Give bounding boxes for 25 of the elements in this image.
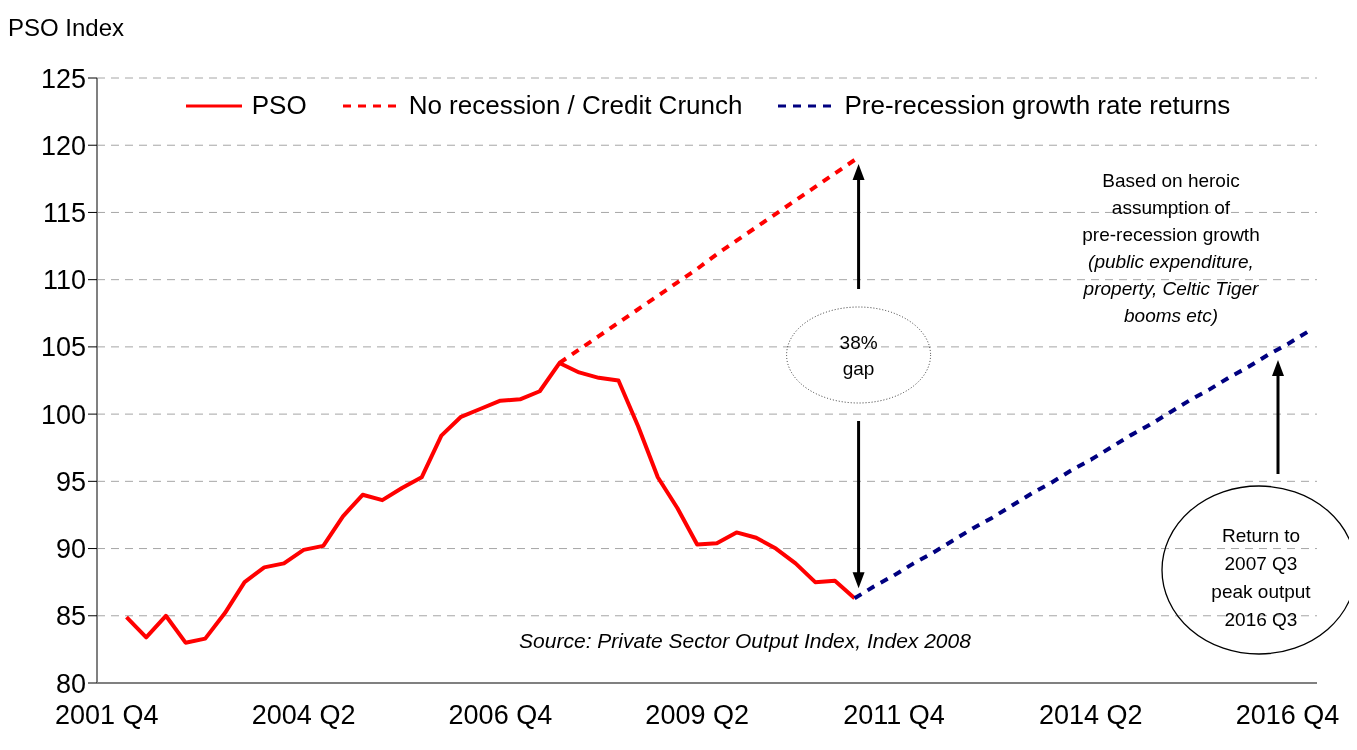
legend-label: PSO bbox=[251, 90, 307, 121]
y-axis-title: PSO Index bbox=[8, 14, 125, 42]
x-tick-label: 2016 Q4 bbox=[1235, 700, 1340, 731]
annotation: Return to 2007 Q3 peak output 2016 Q3 bbox=[1211, 525, 1312, 630]
y-tick-label: 90 bbox=[55, 534, 86, 565]
annotation: Source: Private Sector Output Index, Index 2008 bbox=[519, 629, 972, 652]
y-tick-label: 85 bbox=[55, 601, 86, 632]
y-tick-label: 115 bbox=[42, 198, 86, 229]
x-tick-label: 2006 Q4 bbox=[448, 700, 553, 731]
y-tick-label: 100 bbox=[40, 399, 86, 430]
annotation: 38% gap bbox=[839, 332, 878, 379]
x-tick-label: 2001 Q4 bbox=[55, 700, 159, 731]
x-tick-label: 2011 Q4 bbox=[843, 700, 945, 731]
y-tick-label: 125 bbox=[40, 63, 86, 94]
y-tick-label: 105 bbox=[40, 332, 86, 363]
annotation: Based on heroic assumption of pre-recession growth (public expenditure, property, Celtic Tiger booms etc) bbox=[1082, 170, 1260, 326]
legend-label: No recession / Credit Crunch bbox=[408, 90, 743, 121]
y-tick-label: 95 bbox=[55, 466, 86, 497]
legend-label: Pre-recession growth rate returns bbox=[844, 90, 1231, 121]
x-tick-label: 2004 Q2 bbox=[251, 700, 356, 731]
x-tick-label: 2009 Q2 bbox=[645, 700, 749, 731]
y-tick-label: 110 bbox=[42, 265, 86, 296]
x-tick-label: 2014 Q2 bbox=[1038, 700, 1143, 731]
y-tick-label: 80 bbox=[55, 668, 86, 699]
y-tick-label: 120 bbox=[40, 130, 86, 161]
